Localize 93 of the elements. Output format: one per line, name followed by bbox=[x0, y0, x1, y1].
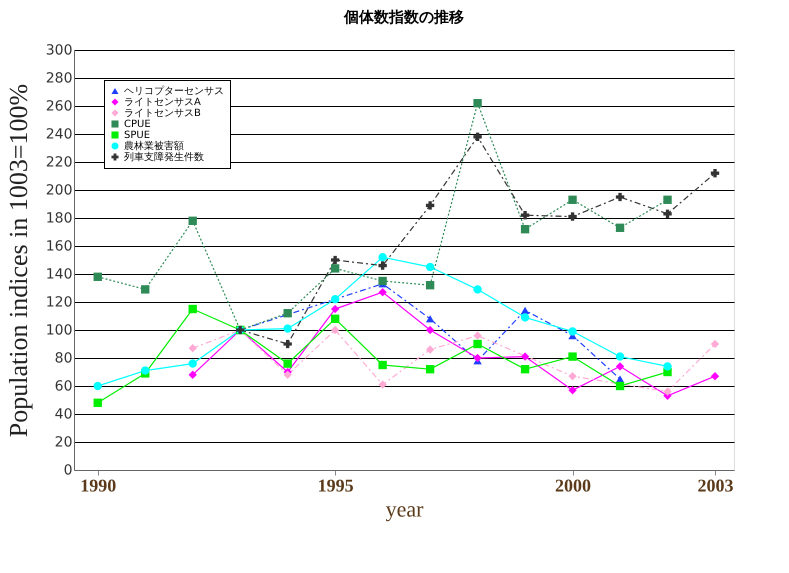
point bbox=[520, 365, 530, 374]
point bbox=[426, 315, 434, 322]
point bbox=[188, 359, 197, 368]
point bbox=[520, 225, 530, 234]
legend-label: ヘリコプターセンサス bbox=[124, 85, 224, 97]
chart-title: 個体数指数の推移 bbox=[343, 8, 464, 26]
point bbox=[94, 398, 102, 407]
y-tick-label: 100 bbox=[46, 322, 72, 338]
y-tick-label: 180 bbox=[46, 210, 72, 226]
legend-label: 列車支障発生件数 bbox=[124, 151, 204, 163]
point bbox=[568, 327, 577, 336]
point bbox=[426, 281, 434, 290]
y-tick-label: 20 bbox=[54, 434, 72, 450]
point bbox=[426, 262, 434, 272]
point bbox=[330, 264, 340, 273]
x-axis-title: year bbox=[386, 496, 424, 522]
x-tick-label: 2003 bbox=[698, 476, 734, 496]
point bbox=[663, 387, 672, 396]
point bbox=[330, 295, 340, 304]
x-tick-label: 1995 bbox=[318, 476, 354, 496]
point bbox=[616, 352, 624, 361]
point bbox=[94, 272, 102, 281]
point bbox=[330, 256, 340, 264]
point bbox=[663, 196, 672, 204]
point bbox=[568, 196, 577, 204]
legend-label: 農林業被害額 bbox=[124, 140, 184, 152]
point bbox=[520, 306, 530, 314]
point bbox=[330, 304, 340, 314]
point bbox=[710, 169, 720, 178]
point bbox=[283, 324, 292, 333]
point bbox=[283, 370, 292, 379]
point bbox=[616, 224, 624, 232]
point bbox=[473, 132, 482, 141]
y-tick-label: 0 bbox=[64, 462, 72, 478]
y-tick-label: 200 bbox=[46, 182, 72, 198]
y-tick-label: 40 bbox=[54, 406, 72, 422]
point bbox=[188, 344, 197, 352]
point bbox=[710, 372, 720, 380]
legend-label: CPUE bbox=[124, 119, 151, 130]
point bbox=[520, 352, 530, 361]
y-tick-label: 140 bbox=[46, 266, 72, 282]
point bbox=[520, 313, 530, 322]
point bbox=[616, 382, 624, 390]
point bbox=[378, 288, 387, 296]
point bbox=[378, 261, 387, 270]
point bbox=[473, 354, 482, 362]
legend-label: ライトセンサスA bbox=[124, 97, 201, 108]
x-tick-label: 2000 bbox=[555, 476, 592, 496]
point bbox=[330, 326, 340, 334]
y-tick-label: 80 bbox=[54, 350, 72, 366]
point bbox=[188, 216, 197, 225]
legend-label: ライトセンサスB bbox=[124, 108, 201, 119]
point bbox=[426, 326, 434, 334]
y-tick-label: 160 bbox=[46, 238, 72, 254]
point bbox=[568, 212, 577, 221]
point bbox=[616, 362, 624, 371]
y-tick-label: 120 bbox=[46, 294, 72, 310]
point bbox=[473, 99, 482, 108]
y-tick-label: 300 bbox=[46, 42, 72, 58]
legend-label: SPUE bbox=[124, 130, 150, 141]
point bbox=[141, 366, 150, 375]
y-tick-label: 220 bbox=[46, 154, 72, 170]
point bbox=[378, 253, 387, 262]
point bbox=[188, 304, 197, 314]
point bbox=[663, 210, 672, 218]
y-tick-label: 280 bbox=[46, 70, 72, 86]
point bbox=[568, 352, 577, 361]
y-axis-title: Population indices in 1003=100% bbox=[4, 84, 33, 438]
point bbox=[520, 211, 530, 220]
point bbox=[378, 360, 387, 370]
point bbox=[426, 365, 434, 374]
point bbox=[473, 340, 482, 348]
point bbox=[283, 340, 292, 348]
x-tick-label: 1990 bbox=[80, 476, 116, 496]
point bbox=[330, 314, 340, 323]
point bbox=[283, 359, 292, 368]
point bbox=[663, 362, 672, 371]
point bbox=[710, 340, 720, 348]
point bbox=[141, 285, 150, 294]
point bbox=[378, 380, 387, 389]
point bbox=[94, 382, 102, 390]
point bbox=[188, 370, 197, 379]
point bbox=[473, 331, 482, 340]
y-tick-label: 260 bbox=[46, 98, 72, 114]
point bbox=[568, 372, 577, 380]
point bbox=[473, 285, 482, 294]
point bbox=[426, 345, 434, 354]
y-tick-label: 60 bbox=[54, 378, 72, 394]
point bbox=[283, 309, 292, 318]
y-tick-label: 240 bbox=[46, 126, 72, 142]
point bbox=[568, 386, 577, 394]
point bbox=[426, 201, 434, 210]
point bbox=[378, 276, 387, 286]
